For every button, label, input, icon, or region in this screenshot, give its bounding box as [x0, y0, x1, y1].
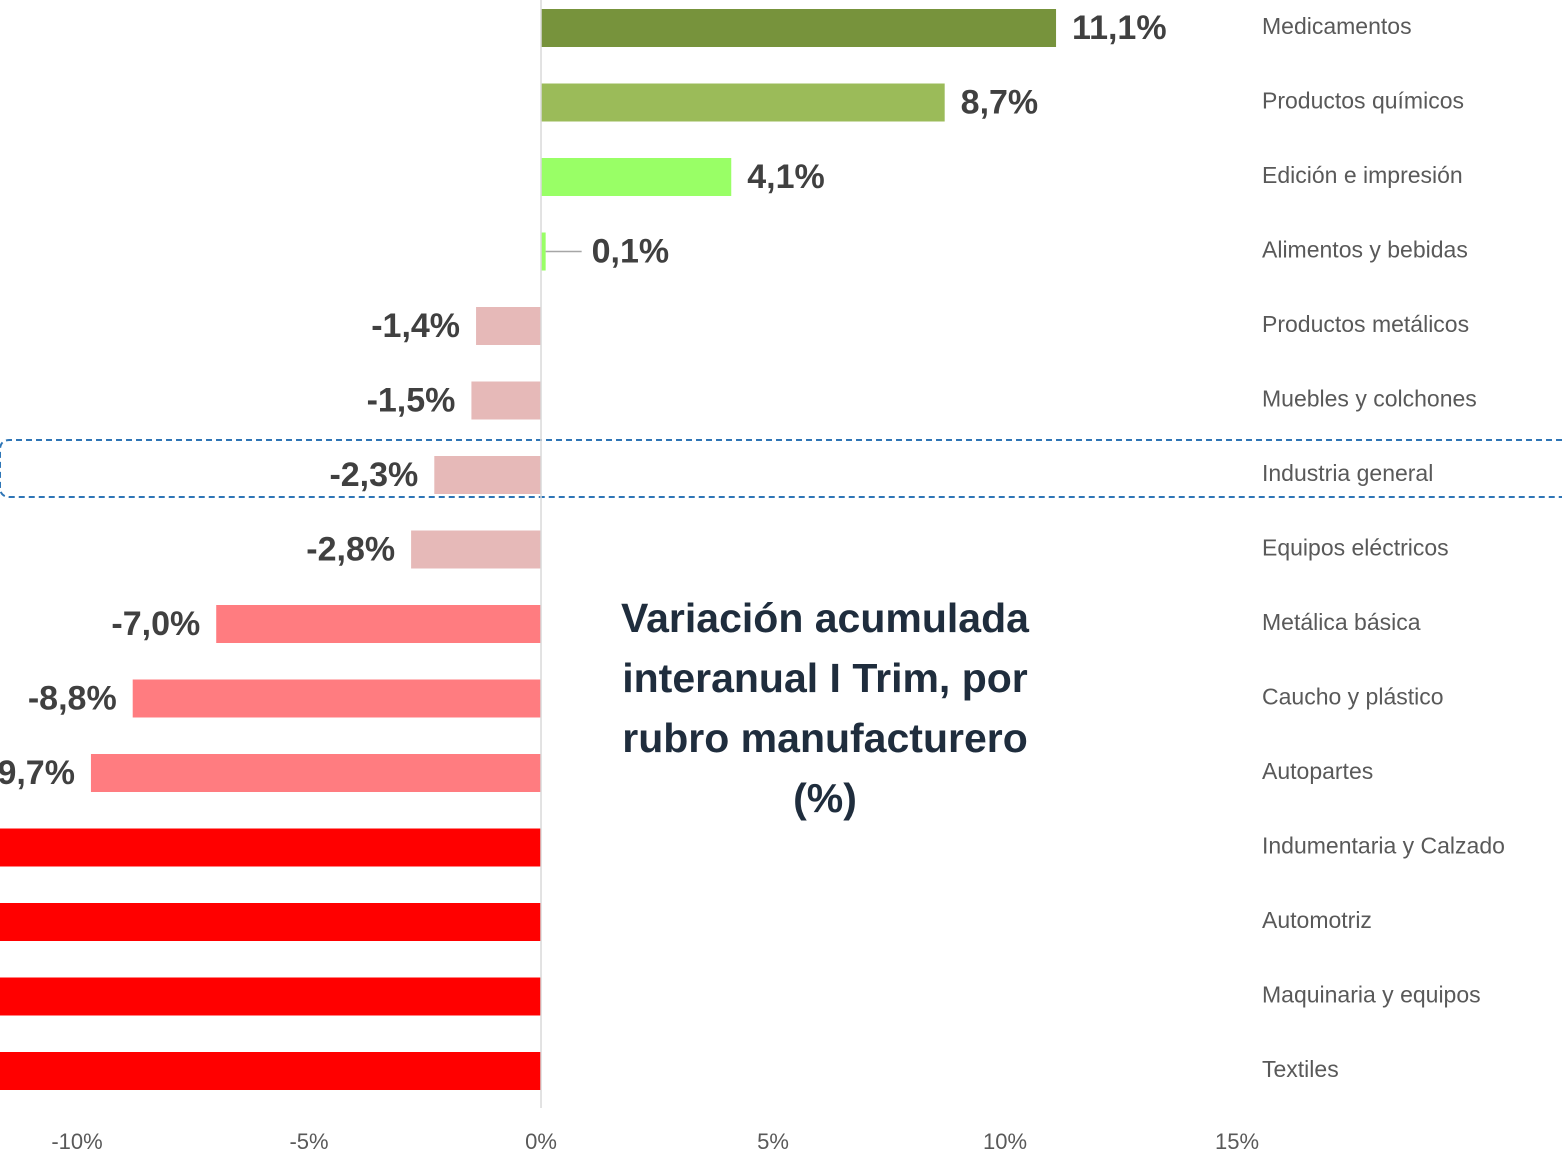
- value-label: -2,3%: [329, 456, 418, 494]
- value-label: -1,5%: [367, 381, 456, 419]
- bar: [476, 307, 542, 345]
- bar: [0, 977, 542, 1016]
- bar: [216, 605, 542, 643]
- bar: [541, 83, 945, 122]
- value-label: 4,1%: [747, 158, 825, 196]
- bar: [434, 456, 542, 494]
- category-label: Equipos eléctricos: [1262, 535, 1449, 561]
- x-tick-label: -10%: [51, 1129, 102, 1154]
- bar: [541, 9, 1057, 47]
- category-label: Edición e impresión: [1262, 162, 1463, 188]
- value-label: 0,1%: [592, 232, 670, 270]
- bar: [471, 381, 542, 420]
- bar: [132, 679, 542, 718]
- x-tick-label: 0%: [525, 1129, 557, 1154]
- category-label: Alimentos y bebidas: [1262, 237, 1468, 263]
- category-label: Textiles: [1262, 1056, 1339, 1082]
- category-label: Medicamentos: [1262, 13, 1412, 39]
- value-label: -7,0%: [111, 605, 200, 643]
- value-label: -8,8%: [28, 679, 117, 717]
- bar: [90, 754, 542, 792]
- chart-title: Variación acumulada interanual I Trim, p…: [621, 595, 1029, 821]
- category-label: Autopartes: [1262, 758, 1373, 784]
- x-tick-label: -5%: [289, 1129, 328, 1154]
- value-label: -2,8%: [306, 530, 395, 568]
- bar: [541, 232, 546, 271]
- value-label: -1,4%: [371, 307, 460, 345]
- category-label: Maquinaria y equipos: [1262, 982, 1481, 1008]
- bar: [0, 903, 542, 941]
- x-tick-label: 5%: [757, 1129, 789, 1154]
- category-label: Muebles y colchones: [1262, 386, 1477, 412]
- x-tick-label: 15%: [1215, 1129, 1259, 1154]
- category-label: Industria general: [1262, 460, 1433, 486]
- bar: [0, 828, 542, 867]
- category-label: Caucho y plástico: [1262, 684, 1444, 710]
- bar: [411, 530, 542, 569]
- bar: [541, 158, 732, 196]
- value-label: -9,7%: [0, 754, 75, 792]
- x-tick-label: 10%: [983, 1129, 1027, 1154]
- category-label: Productos metálicos: [1262, 311, 1469, 337]
- value-label: 11,1%: [1072, 9, 1167, 47]
- bar: [0, 1052, 542, 1090]
- value-label: 8,7%: [961, 83, 1039, 121]
- category-label: Automotriz: [1262, 907, 1372, 933]
- category-label: Productos químicos: [1262, 88, 1464, 114]
- category-label: Indumentaria y Calzado: [1262, 833, 1505, 859]
- category-label: Metálica básica: [1262, 609, 1421, 635]
